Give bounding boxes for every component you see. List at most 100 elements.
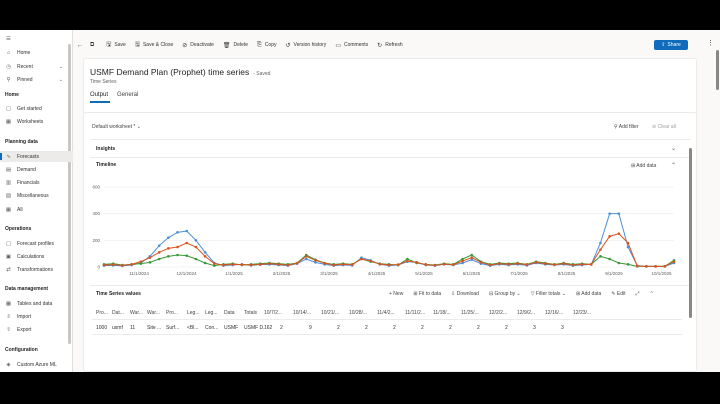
data-point[interactable] <box>442 262 446 266</box>
data-point[interactable] <box>167 236 170 239</box>
column-header[interactable]: 10/7/2... <box>264 310 283 316</box>
data-point[interactable] <box>295 261 299 265</box>
data-point[interactable] <box>268 262 271 265</box>
data-point[interactable] <box>139 260 143 263</box>
data-point[interactable] <box>258 263 262 266</box>
sidebar-item-demand[interactable]: ▤ Demand <box>0 164 73 175</box>
tsv-toolbar-button[interactable]: + New <box>389 291 404 297</box>
data-point[interactable] <box>304 257 308 261</box>
table-cell[interactable]: usmf <box>112 325 123 331</box>
data-point[interactable] <box>167 247 170 250</box>
data-point[interactable] <box>332 263 336 267</box>
data-point[interactable] <box>176 245 179 249</box>
data-point[interactable] <box>525 263 529 266</box>
data-point[interactable] <box>507 263 510 266</box>
data-point[interactable] <box>599 248 602 251</box>
data-point[interactable] <box>608 212 611 215</box>
sidebar-item-home[interactable]: ⌂ Home <box>0 47 73 58</box>
data-point[interactable] <box>360 257 363 261</box>
data-point[interactable] <box>139 262 143 265</box>
chevron-up-icon[interactable]: ⌃ <box>671 163 677 169</box>
data-point[interactable] <box>148 256 152 259</box>
data-point[interactable] <box>194 239 198 242</box>
data-point[interactable] <box>470 253 474 257</box>
column-header[interactable]: Data <box>224 310 235 316</box>
legend-label[interactable]: USMF Demand Plan (Prophet) time series <box>112 283 197 284</box>
data-point[interactable] <box>396 263 400 266</box>
data-point[interactable] <box>231 263 235 266</box>
data-point[interactable] <box>608 235 611 238</box>
tsv-toolbar-button[interactable]: ⊞ Add data <box>575 291 602 297</box>
data-point[interactable] <box>185 254 189 257</box>
tsv-toolbar-button[interactable]: ✎ Edit <box>611 291 626 297</box>
data-point[interactable] <box>452 263 455 266</box>
column-header[interactable]: War... <box>130 310 143 316</box>
data-point[interactable] <box>304 255 308 258</box>
sidebar-item-import[interactable]: ⇩ Import <box>0 311 73 322</box>
column-header[interactable]: 12/16/... <box>545 310 564 316</box>
data-point[interactable] <box>111 263 115 266</box>
data-point[interactable] <box>626 241 630 245</box>
data-point[interactable] <box>562 262 565 265</box>
data-point[interactable] <box>203 255 207 258</box>
tsv-toolbar-button[interactable]: ⊟ Group by ⌄ <box>488 291 521 297</box>
copy-button[interactable]: ⎘ Copy <box>257 42 277 49</box>
data-point[interactable] <box>148 261 152 264</box>
data-point[interactable] <box>571 263 575 267</box>
data-point[interactable] <box>121 264 124 267</box>
sidebar-item-menu[interactable]: ☰ <box>0 33 73 44</box>
column-header[interactable]: Pro... <box>166 310 178 316</box>
tsv-toolbar-button[interactable]: ▽ Filter totals ⌄ <box>530 291 566 297</box>
table-cell[interactable]: 2 <box>337 325 340 331</box>
table-cell[interactable]: 3 <box>533 325 536 331</box>
tsv-toolbar-button[interactable]: ⊞ Fit to data <box>413 291 442 297</box>
sidebar-item-get-started[interactable]: ▢ Get started <box>0 103 73 114</box>
column-header[interactable]: 10/14/... <box>293 310 312 316</box>
data-point[interactable] <box>654 265 657 268</box>
legend-label[interactable]: USMF Demand Plan (Average) time series <box>313 283 399 284</box>
more-options-button[interactable]: ⋮ <box>707 39 714 47</box>
table-cell[interactable]: 9 <box>309 325 312 331</box>
sidebar-item-export[interactable]: ⇧ Export <box>0 324 73 335</box>
data-point[interactable] <box>203 261 207 265</box>
table-cell[interactable]: USMF <box>224 325 239 331</box>
sidebar-item-custom-azure-ml[interactable]: ◈ Custom Azure ML <box>0 359 73 370</box>
data-point[interactable] <box>553 263 556 266</box>
table-cell[interactable]: Site ... <box>147 325 162 331</box>
data-point[interactable] <box>461 261 464 265</box>
data-point[interactable] <box>645 265 648 268</box>
data-point[interactable] <box>314 261 317 264</box>
data-point[interactable] <box>433 264 437 267</box>
column-header[interactable]: 12/23/... <box>573 310 592 316</box>
column-header[interactable]: Leg... <box>187 310 200 316</box>
data-point[interactable] <box>406 257 409 261</box>
tsv-toolbar-button[interactable]: ⇩ Download <box>451 291 479 297</box>
comments-button[interactable]: ▭ Comments <box>335 42 368 49</box>
column-header[interactable]: 11/4/2... <box>377 310 395 316</box>
data-point[interactable] <box>589 263 593 266</box>
data-point[interactable] <box>663 265 667 268</box>
column-header[interactable]: 10/21/... <box>321 310 340 316</box>
deactivate-button[interactable]: ⊘ Deactivate <box>182 42 214 49</box>
tsv-toolbar-button[interactable]: ⤢ <box>635 291 640 297</box>
column-header[interactable]: Dat... <box>112 310 124 316</box>
data-point[interactable] <box>176 231 179 234</box>
sidebar-item-calculations[interactable]: ▣ Calculations <box>0 251 73 262</box>
chevron-down-icon[interactable]: ⌄ <box>671 146 677 152</box>
data-point[interactable] <box>470 258 474 261</box>
data-point[interactable] <box>461 257 464 261</box>
save-button[interactable]: 🖫 Save <box>106 40 126 50</box>
table-cell[interactable]: Con... <box>205 325 219 331</box>
data-point[interactable] <box>599 255 602 258</box>
sidebar-item-tables-and-data[interactable]: ▦ Tables and data <box>0 298 73 309</box>
data-point[interactable] <box>378 262 382 266</box>
table-cell[interactable]: <Bl... <box>187 325 199 331</box>
data-point[interactable] <box>213 262 216 265</box>
column-header[interactable]: Totals <box>244 310 258 316</box>
data-point[interactable] <box>534 261 538 264</box>
table-cell[interactable]: 2 <box>365 325 368 331</box>
column-header[interactable]: War... <box>147 310 160 316</box>
legend-label[interactable]: USMF demand plan (Auto-ARIMA) time serie… <box>213 283 306 284</box>
data-point[interactable] <box>608 257 611 261</box>
sidebar-item-pinned[interactable]: ⚲ Pinned ⌄ <box>0 74 73 85</box>
